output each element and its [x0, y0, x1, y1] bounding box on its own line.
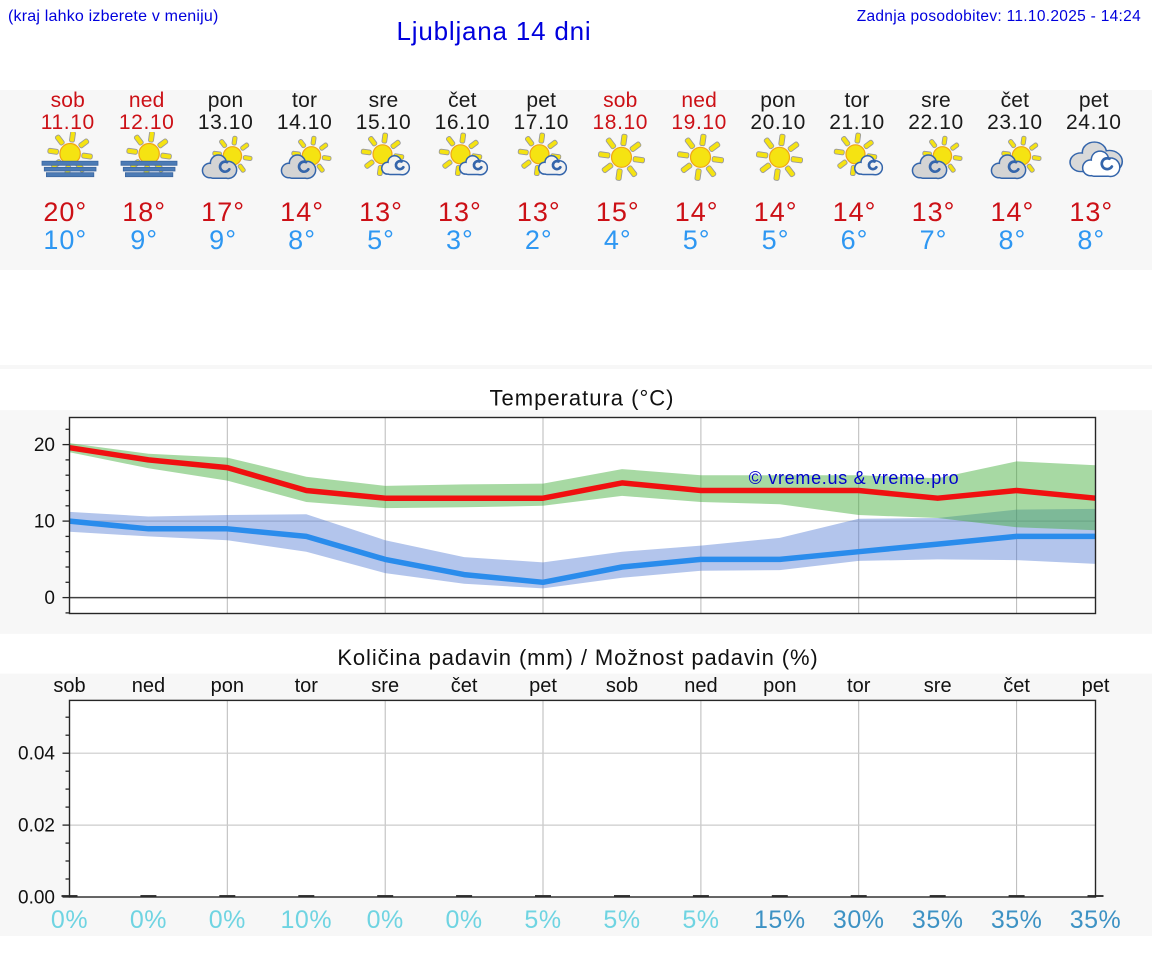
svg-text:0.02: 0.02 [18, 816, 55, 837]
svg-text:sob: sob [606, 675, 638, 697]
svg-text:10%: 10% [281, 906, 333, 934]
svg-text:sob: sob [53, 675, 85, 697]
svg-text:20: 20 [34, 435, 55, 456]
svg-text:Količina padavin (mm) / Možnos: Količina padavin (mm) / Možnost padavin … [337, 645, 818, 670]
svg-text:0%: 0% [51, 906, 88, 934]
svg-text:pon: pon [763, 675, 796, 697]
svg-text:5%: 5% [682, 906, 719, 934]
svg-text:sre: sre [924, 675, 952, 697]
svg-text:ned: ned [684, 675, 717, 697]
svg-text:15%: 15% [754, 906, 806, 934]
svg-text:pon: pon [211, 675, 244, 697]
svg-text:0.00: 0.00 [18, 888, 55, 909]
svg-text:pet: pet [1082, 675, 1110, 697]
svg-text:30%: 30% [833, 906, 885, 934]
svg-text:0%: 0% [446, 906, 483, 934]
svg-text:© vreme.us & vreme.pro: © vreme.us & vreme.pro [749, 468, 960, 488]
svg-text:sre: sre [371, 675, 399, 697]
svg-text:35%: 35% [991, 906, 1043, 934]
svg-text:čet: čet [451, 675, 478, 697]
svg-text:0: 0 [44, 588, 55, 609]
svg-text:5%: 5% [603, 906, 640, 934]
svg-text:35%: 35% [1070, 906, 1122, 934]
svg-text:0%: 0% [130, 906, 167, 934]
svg-text:Temperatura (°C): Temperatura (°C) [490, 386, 675, 411]
svg-text:tor: tor [847, 675, 871, 697]
svg-text:pet: pet [529, 675, 557, 697]
svg-text:ned: ned [132, 675, 165, 697]
svg-text:0.04: 0.04 [18, 744, 55, 765]
svg-text:čet: čet [1003, 675, 1030, 697]
svg-text:5%: 5% [524, 906, 561, 934]
svg-text:35%: 35% [912, 906, 964, 934]
svg-text:tor: tor [295, 675, 319, 697]
svg-text:10: 10 [34, 512, 55, 533]
svg-text:0%: 0% [367, 906, 404, 934]
svg-text:0%: 0% [209, 906, 246, 934]
